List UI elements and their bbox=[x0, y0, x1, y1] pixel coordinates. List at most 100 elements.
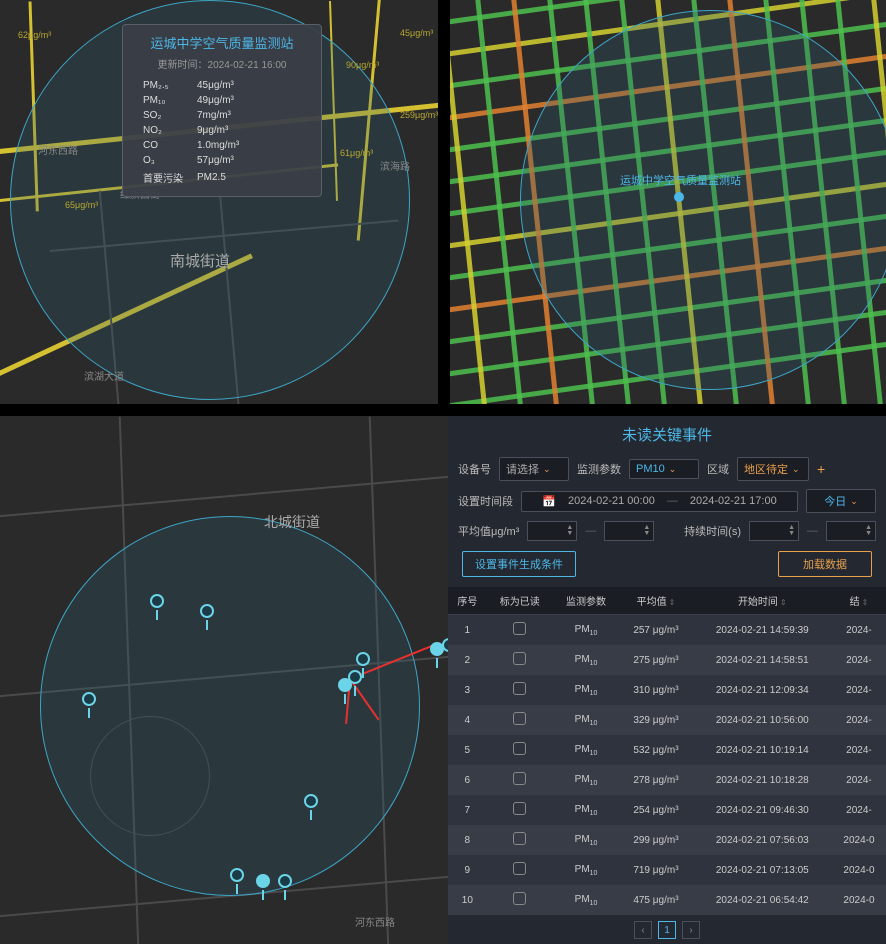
map-marker[interactable] bbox=[278, 874, 292, 888]
map-marker[interactable] bbox=[348, 670, 362, 684]
cell-end: 2024- bbox=[832, 705, 886, 735]
cell-idx: 9 bbox=[448, 855, 487, 885]
map-marker[interactable] bbox=[356, 652, 370, 666]
area-select[interactable]: 地区待定⌄ bbox=[737, 457, 809, 481]
cell-param: PM10 bbox=[553, 645, 619, 675]
timerange-input[interactable]: 📅 2024-02-21 00:00 — 2024-02-21 17:00 bbox=[521, 491, 798, 512]
cell-end: 2024-0 bbox=[832, 825, 886, 855]
cell-avg: 257 μg/m³ bbox=[619, 615, 692, 646]
mark-read-checkbox[interactable] bbox=[513, 622, 526, 635]
add-filter-button[interactable]: + bbox=[817, 461, 825, 477]
cell-end: 2024- bbox=[832, 735, 886, 765]
mark-read-checkbox[interactable] bbox=[513, 742, 526, 755]
station-label: 运城中学空气质量监测站 bbox=[620, 172, 741, 188]
cell-avg: 532 μg/m³ bbox=[619, 735, 692, 765]
chevron-down-icon: ⌄ bbox=[543, 464, 551, 475]
table-row[interactable]: 7 PM10 254 μg/m³ 2024-02-21 09:46:30 202… bbox=[448, 795, 886, 825]
mark-read-checkbox[interactable] bbox=[513, 772, 526, 785]
table-header[interactable]: 开始时间⇕ bbox=[693, 587, 832, 615]
mark-read-checkbox[interactable] bbox=[513, 832, 526, 845]
cell-check bbox=[487, 795, 553, 825]
mark-read-checkbox[interactable] bbox=[513, 682, 526, 695]
table-row[interactable]: 2 PM10 275 μg/m³ 2024-02-21 14:58:51 202… bbox=[448, 645, 886, 675]
time-preset-select[interactable]: 今日⌄ bbox=[806, 489, 876, 513]
aq-badge: 45μg/m³ bbox=[400, 28, 433, 38]
avg-label: 平均值μg/m³ bbox=[458, 523, 519, 539]
device-value: 请选择 bbox=[506, 461, 539, 477]
avg-min-input[interactable]: ▲▼ bbox=[527, 521, 577, 541]
cell-param: PM10 bbox=[553, 705, 619, 735]
table-row[interactable]: 1 PM10 257 μg/m³ 2024-02-21 14:59:39 202… bbox=[448, 615, 886, 646]
cell-param: PM10 bbox=[553, 615, 619, 646]
pager-next[interactable]: › bbox=[682, 921, 700, 939]
pager-page-1[interactable]: 1 bbox=[658, 921, 676, 939]
param-select[interactable]: PM10⌄ bbox=[629, 459, 699, 479]
mark-read-checkbox[interactable] bbox=[513, 712, 526, 725]
map-marker[interactable] bbox=[200, 604, 214, 618]
table-row[interactable]: 3 PM10 310 μg/m³ 2024-02-21 12:09:34 202… bbox=[448, 675, 886, 705]
filter-row-1: 设备号 请选择⌄ 监测参数 PM10⌄ 区域 地区待定⌄ + bbox=[448, 453, 886, 485]
cell-check bbox=[487, 615, 553, 646]
table-header[interactable]: 标为已读 bbox=[487, 587, 553, 615]
generate-button[interactable]: 设置事件生成条件 bbox=[462, 551, 576, 577]
aq-badge: 90μg/m³ bbox=[346, 60, 379, 70]
mark-read-checkbox[interactable] bbox=[513, 802, 526, 815]
map-marker[interactable] bbox=[82, 692, 96, 706]
map-marker[interactable] bbox=[304, 794, 318, 808]
cell-param: PM10 bbox=[553, 855, 619, 885]
cell-end: 2024-0 bbox=[832, 855, 886, 885]
cell-check bbox=[487, 705, 553, 735]
event-map-panel[interactable]: 北城街道 河东西路 bbox=[0, 416, 448, 944]
table-row[interactable]: 4 PM10 329 μg/m³ 2024-02-21 10:56:00 202… bbox=[448, 705, 886, 735]
cell-start: 2024-02-21 10:19:14 bbox=[693, 735, 832, 765]
table-row[interactable]: 10 PM10 475 μg/m³ 2024-02-21 06:54:42 20… bbox=[448, 885, 886, 915]
info-key: NO₂ bbox=[137, 124, 189, 137]
chevron-down-icon: ⌄ bbox=[850, 496, 858, 507]
table-header[interactable]: 结⇕ bbox=[832, 587, 886, 615]
cell-avg: 329 μg/m³ bbox=[619, 705, 692, 735]
mark-read-checkbox[interactable] bbox=[513, 892, 526, 905]
area-label: 区域 bbox=[707, 461, 729, 477]
pager: ‹ 1 › bbox=[448, 915, 886, 944]
info-val: 45μg/m³ bbox=[191, 79, 245, 92]
cell-idx: 8 bbox=[448, 825, 487, 855]
mark-read-checkbox[interactable] bbox=[513, 862, 526, 875]
cell-idx: 4 bbox=[448, 705, 487, 735]
map-marker[interactable] bbox=[150, 594, 164, 608]
cell-check bbox=[487, 765, 553, 795]
dur-max-input[interactable]: ▲▼ bbox=[826, 521, 876, 541]
dur-min-input[interactable]: ▲▼ bbox=[749, 521, 799, 541]
district-label: 南城街道 bbox=[170, 250, 230, 271]
heatmap-panel[interactable]: 运城中学空气质量监测站 bbox=[450, 0, 886, 404]
duration-label: 持续时间(s) bbox=[684, 523, 741, 539]
chevron-down-icon: ⌄ bbox=[669, 464, 677, 475]
cell-end: 2024- bbox=[832, 645, 886, 675]
table-row[interactable]: 9 PM10 719 μg/m³ 2024-02-21 07:13:05 202… bbox=[448, 855, 886, 885]
mark-read-checkbox[interactable] bbox=[513, 652, 526, 665]
load-button[interactable]: 加载数据 bbox=[778, 551, 872, 577]
aq-badge: 62μg/m³ bbox=[18, 30, 51, 40]
table-row[interactable]: 8 PM10 299 μg/m³ 2024-02-21 07:56:03 202… bbox=[448, 825, 886, 855]
table-row[interactable]: 5 PM10 532 μg/m³ 2024-02-21 10:19:14 202… bbox=[448, 735, 886, 765]
cell-param: PM10 bbox=[553, 675, 619, 705]
cell-start: 2024-02-21 07:13:05 bbox=[693, 855, 832, 885]
map-panel-top-left[interactable]: 62μg/m³45μg/m³90μg/m³259μg/m³61μg/m³65μg… bbox=[0, 0, 438, 404]
avg-max-input[interactable]: ▲▼ bbox=[604, 521, 654, 541]
pager-prev[interactable]: ‹ bbox=[634, 921, 652, 939]
table-header[interactable]: 序号 bbox=[448, 587, 487, 615]
table-row[interactable]: 6 PM10 278 μg/m³ 2024-02-21 10:18:28 202… bbox=[448, 765, 886, 795]
table-header[interactable]: 平均值⇕ bbox=[619, 587, 692, 615]
info-val: 9μg/m³ bbox=[191, 124, 245, 137]
separator: — bbox=[667, 495, 678, 507]
cell-idx: 7 bbox=[448, 795, 487, 825]
cell-avg: 299 μg/m³ bbox=[619, 825, 692, 855]
info-val: 1.0mg/m³ bbox=[191, 139, 245, 152]
road bbox=[0, 475, 448, 517]
event-table-panel: 未读关键事件 设备号 请选择⌄ 监测参数 PM10⌄ 区域 地区待定⌄ + 设置… bbox=[448, 416, 886, 944]
map-marker[interactable] bbox=[256, 874, 270, 888]
table-header[interactable]: 监测参数 bbox=[553, 587, 619, 615]
device-select[interactable]: 请选择 ⌄ bbox=[499, 457, 569, 481]
cell-idx: 6 bbox=[448, 765, 487, 795]
map-marker[interactable] bbox=[230, 868, 244, 882]
info-val: 7mg/m³ bbox=[191, 109, 245, 122]
